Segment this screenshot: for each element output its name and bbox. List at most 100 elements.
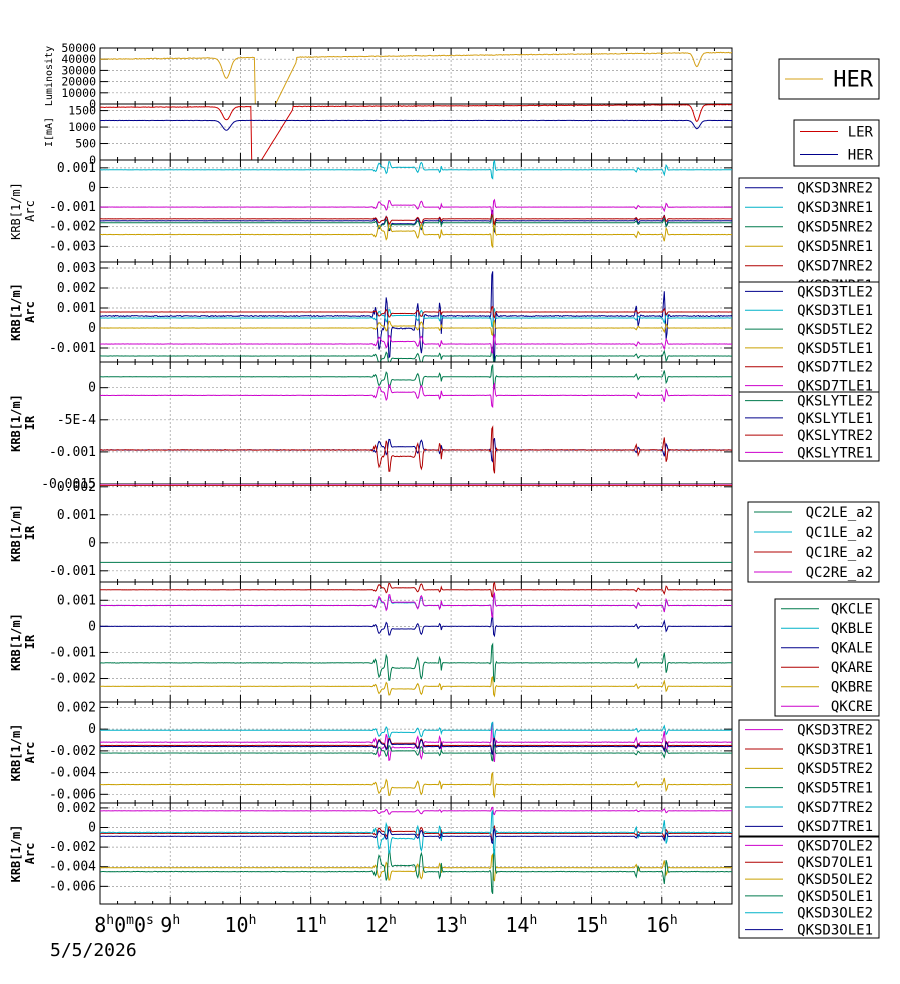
y-axis-label: Arc: [23, 200, 37, 222]
x-tick-label: 13h: [435, 913, 467, 937]
legend-label: QKSD3TLE1: [797, 303, 873, 319]
y-axis-label: Luminosity: [44, 46, 55, 106]
series-QKSD5NRE1: [100, 220, 732, 249]
y-tick-label: 0.003: [57, 261, 96, 276]
legend-label: QKSLYTLE2: [797, 394, 873, 410]
legend-arc4: QKSD7OLE2QKSD7OLE1QKSD5OLE2QKSD5OLE1QKSD…: [738, 836, 880, 939]
legend-label: QC1LE_a2: [806, 525, 873, 541]
y-tick-label: -0.006: [49, 787, 96, 802]
panel-frame: [99, 483, 733, 583]
y-tick-label: 0.002: [57, 801, 96, 816]
y-tick-label: -0.001: [49, 564, 96, 579]
series-QKBRE: [100, 675, 732, 698]
y-tick-label: 500: [75, 137, 96, 151]
legend-label: QKSLYTRE1: [797, 445, 873, 461]
y-tick-label: -0.002: [49, 840, 96, 855]
y-tick-label: 0.001: [57, 508, 96, 523]
legend-label: QKSD3TLE2: [797, 284, 873, 300]
legend-label: QKSD5TLE1: [797, 341, 873, 357]
y-tick-label: 0: [88, 180, 96, 195]
y-tick-label: -0.002: [49, 744, 96, 759]
legend-label: QKSLYTLE1: [797, 411, 873, 427]
series-QKSD5NRE2: [100, 214, 732, 232]
y-axis-label: KRB[1/m]: [9, 825, 23, 883]
legend-arc3: QKSD3TRE2 QKSD3TRE1 QKSD5TRE2 QKSD5TRE1 QKSD…: [738, 719, 880, 837]
y-tick-label: 0: [88, 821, 96, 836]
series-QKSD5TLE1: [100, 319, 732, 337]
legend-label: QKBRE: [831, 680, 873, 696]
y-tick-label: 30000: [61, 63, 96, 77]
series-QKSD3TLE2: [100, 271, 732, 362]
series-QKSD3NRE2: [100, 208, 732, 234]
y-tick-label: -0.002: [49, 672, 96, 687]
panel-frame: [99, 159, 733, 263]
y-tick-label: -0.001: [49, 645, 96, 660]
y-axis-label: KRB[1/m]: [9, 182, 23, 240]
series-QKSD7TRE1: [100, 737, 732, 756]
y-tick-label: 50000: [61, 41, 96, 55]
y-tick-label: 0.002: [57, 480, 96, 495]
series-QKARE: [100, 582, 732, 598]
legend-label: QC2RE_a2: [806, 565, 873, 581]
series-QKCLE: [100, 642, 732, 683]
y-axis-label: KRB[1/m]: [9, 504, 23, 562]
y-tick-label: 0: [88, 321, 96, 336]
y-tick-label: 0: [88, 536, 96, 551]
y-tick-label: -0.0015: [41, 477, 96, 492]
series-QKSD3TRE1: [100, 736, 732, 755]
panel-cur: 0 500 1000 1500 I[mA]: [44, 103, 733, 167]
y-axis-label: KRB[1/m]: [9, 613, 23, 671]
series-HER: [100, 119, 732, 131]
legend-label: QC1RE_a2: [806, 545, 873, 561]
x-tick-label: 9h: [160, 913, 180, 937]
legend-label: QKSD7NRE2: [797, 259, 873, 275]
y-tick-label: -0.004: [49, 860, 96, 875]
legend-label: QKCRE: [831, 699, 873, 715]
time-axis: 8h0m0s 9h 10h 11h 12h 13h 14h 15h 16h 5/5/2026: [50, 913, 678, 961]
series-QKSD3OLE2: [100, 810, 732, 856]
y-tick-label: 0: [89, 153, 96, 167]
legend-label: QKALE: [831, 641, 873, 657]
x-tick-label: 14h: [505, 913, 537, 937]
series-QKSD7NRE2: [100, 212, 732, 226]
series-QKSD7TLE2: [100, 305, 732, 319]
legend-label: QKSD5NRE1: [797, 239, 873, 255]
legend-box: [738, 177, 880, 296]
series-QKSLYTRE1: [100, 381, 732, 409]
y-tick-label: 10000: [61, 86, 96, 100]
legend-label: QKSD7OLE2: [797, 838, 873, 854]
series-HER: [100, 51, 732, 104]
panel-frame: [99, 802, 733, 905]
legend-label: QKBLE: [831, 621, 873, 637]
legend-label: QKSD5TRE1: [797, 781, 873, 797]
legend-label: QKSD3OLE1: [797, 922, 873, 938]
y-tick-label: 0: [88, 722, 96, 737]
y-axis-label: Arc: [23, 843, 37, 865]
series-QKSD3OLE1: [100, 827, 732, 845]
y-tick-label: 0: [89, 97, 96, 111]
panel-arc2: -0.001 0 0.001 0.002 0.003 KRB[1/m] Arc: [9, 261, 733, 363]
panel-ir3: -0.002 -0.001 0 0.001 KRB[1/m] IR: [9, 581, 733, 703]
panel-frame: [99, 361, 733, 485]
y-tick-label: 20000: [61, 75, 96, 89]
legend-label: QKSD3TRE2: [797, 723, 873, 739]
legend-label: QKSD7OLE1: [797, 855, 873, 871]
y-axis-label: KRB[1/m]: [9, 394, 23, 452]
series-QKSD7OLE2: [100, 806, 732, 816]
y-tick-label: -0.001: [49, 200, 96, 215]
legend-label: QKCLE: [831, 602, 873, 618]
legend-ir2: QC2LE_a2 QC1LE_a2 QC1RE_a2 QC2RE_a2: [747, 501, 880, 583]
legend-label: QKSD5OLE1: [797, 889, 873, 905]
series-QKCRE: [100, 591, 732, 619]
y-axis-label: KRB[1/m]: [9, 724, 23, 782]
y-tick-label: -0.004: [49, 766, 96, 781]
legend-box: [738, 391, 880, 462]
legend-label: QKSD7TLE1: [797, 378, 873, 394]
legend-label: HER: [848, 147, 874, 163]
y-axis-label: Arc: [23, 301, 37, 323]
x-tick-label: 11h: [295, 913, 327, 937]
y-axis-label: I[mA]: [44, 117, 55, 147]
legend-box: [738, 719, 880, 837]
legend-label: QKSD5TRE2: [797, 761, 873, 777]
